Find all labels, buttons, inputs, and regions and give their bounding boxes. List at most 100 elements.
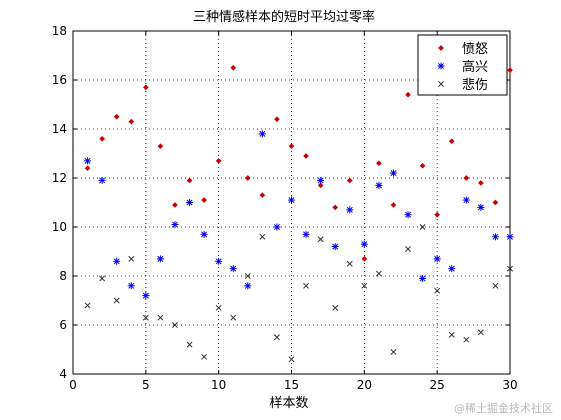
data-point xyxy=(389,169,397,177)
data-point xyxy=(462,196,470,204)
data-point xyxy=(200,230,208,238)
data-point xyxy=(491,233,499,241)
data-point xyxy=(171,221,179,229)
data-point xyxy=(244,175,251,181)
data-point xyxy=(317,236,324,243)
data-point xyxy=(405,246,411,253)
x-tick-label: 15 xyxy=(284,378,299,392)
legend-marker xyxy=(438,81,444,87)
y-tick-label: 8 xyxy=(59,269,67,283)
data-point xyxy=(361,256,368,262)
data-point xyxy=(375,270,382,277)
data-point xyxy=(142,292,150,300)
data-point xyxy=(361,282,368,289)
data-point xyxy=(433,255,441,263)
data-point xyxy=(157,143,164,149)
data-point xyxy=(274,116,280,123)
data-point xyxy=(419,224,426,230)
x-axis-label: 样本数 xyxy=(269,396,308,411)
data-point xyxy=(288,143,295,149)
x-tick-label: 0 xyxy=(69,378,77,392)
data-points xyxy=(84,64,514,363)
data-point xyxy=(419,274,427,282)
data-point xyxy=(346,206,354,214)
data-point xyxy=(273,334,280,341)
data-point xyxy=(346,260,353,267)
y-tick-label: 10 xyxy=(52,220,67,234)
data-point xyxy=(419,162,426,169)
data-point xyxy=(142,314,149,321)
data-point xyxy=(492,282,499,289)
data-point xyxy=(448,331,455,338)
data-point xyxy=(477,329,484,336)
data-point xyxy=(390,348,397,355)
data-point xyxy=(331,243,339,251)
data-point xyxy=(113,297,120,304)
watermark-text: @稀土掘金技术社区 xyxy=(454,402,553,415)
data-point xyxy=(128,255,135,262)
data-point xyxy=(259,233,266,240)
data-point xyxy=(434,287,441,294)
legend-box xyxy=(417,34,508,96)
data-point xyxy=(230,64,237,71)
grid-lines xyxy=(73,31,510,374)
data-point xyxy=(143,84,149,91)
data-point xyxy=(273,223,281,231)
series-2 xyxy=(84,130,514,300)
data-point xyxy=(201,197,207,203)
data-point xyxy=(128,118,135,125)
y-tick-label: 18 xyxy=(52,24,67,38)
y-tick-label: 14 xyxy=(52,122,67,136)
data-point xyxy=(84,302,91,309)
data-point xyxy=(186,341,193,348)
data-point xyxy=(201,353,208,360)
data-point xyxy=(288,196,295,204)
data-point xyxy=(98,176,106,184)
data-point xyxy=(172,202,178,208)
legend-label: 高兴 xyxy=(462,59,488,75)
y-tick-label: 16 xyxy=(52,73,67,87)
x-tick-label: 20 xyxy=(357,378,372,392)
y-tick-label: 4 xyxy=(59,367,67,381)
data-point xyxy=(303,282,310,289)
data-point xyxy=(84,157,92,165)
data-point xyxy=(317,182,324,189)
data-point xyxy=(172,322,178,328)
data-point xyxy=(302,230,310,238)
x-tick-label: 5 xyxy=(142,378,150,392)
data-point xyxy=(346,177,353,184)
data-point xyxy=(375,181,383,189)
y-tick-label: 12 xyxy=(52,171,67,185)
data-point xyxy=(390,202,397,208)
data-point xyxy=(303,153,309,159)
data-point xyxy=(405,91,411,98)
data-point xyxy=(230,314,237,321)
data-point xyxy=(229,265,237,273)
series-3 xyxy=(84,224,513,363)
legend-marker xyxy=(437,62,445,70)
data-point xyxy=(244,282,252,290)
data-point xyxy=(215,257,223,265)
data-point xyxy=(376,160,382,167)
data-point xyxy=(156,255,164,263)
chart-title: 三种情感样本的短时平均过零率 xyxy=(193,9,375,25)
data-point xyxy=(448,138,455,145)
data-point xyxy=(113,257,121,265)
legend-label: 愤怒 xyxy=(462,42,488,57)
data-point xyxy=(332,204,339,211)
x-tick-label: 30 xyxy=(502,378,517,392)
data-point xyxy=(215,304,222,311)
data-point xyxy=(99,275,106,282)
data-point xyxy=(507,265,513,272)
data-point xyxy=(186,199,194,206)
data-point xyxy=(258,130,266,138)
data-point xyxy=(127,282,135,290)
data-point xyxy=(332,304,339,311)
data-point xyxy=(288,356,295,363)
data-point xyxy=(463,175,470,181)
data-point xyxy=(404,211,412,219)
data-point xyxy=(507,67,513,74)
y-tick-label: 6 xyxy=(59,318,67,332)
data-point xyxy=(99,135,105,142)
